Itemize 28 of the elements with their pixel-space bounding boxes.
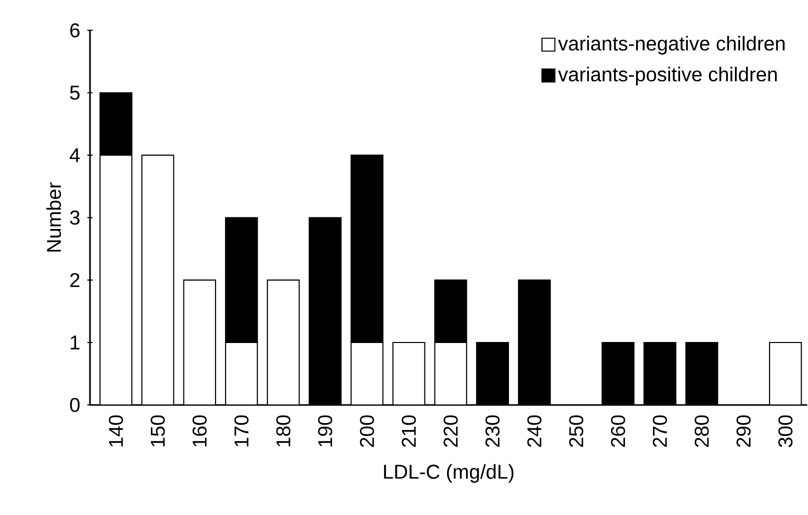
y-tick-label: 1 [70,336,80,350]
x-tick-label: 150 [150,415,165,446]
x-tick-label: 240 [527,415,542,447]
x-tick-label: 230 [485,415,500,447]
x-tick-label: 190 [318,415,332,446]
x-tick-label: 140 [108,415,124,446]
x-tick-label: 270 [652,415,667,447]
x-tick-label: 260 [610,415,626,447]
x-tick-label: 200 [360,415,374,447]
legend-label: variants-positive children [558,66,777,86]
x-tick-label: 280 [694,415,709,447]
legend-label: variants-negative children [558,36,785,55]
x-tick-label: 220 [444,415,458,447]
y-tick-label: 4 [70,148,80,162]
y-tick-label: 5 [70,86,80,100]
x-tick-label: 170 [234,415,249,446]
y-tick-label: 6 [70,23,80,38]
y-tick-label: 0 [70,398,80,412]
y-axis-title: Number [46,182,61,252]
x-tick-label: 180 [276,415,290,446]
x-tick-label: 300 [778,415,793,448]
x-tick-label: 250 [569,415,584,447]
y-tick-label: 3 [70,210,80,225]
y-tick-label: 2 [70,273,80,288]
x-tick-label: 210 [402,415,416,447]
x-axis-title: LDL-C (mg/dL) [384,464,514,483]
x-tick-label: 290 [736,415,751,447]
x-tick-label: 160 [192,415,207,446]
